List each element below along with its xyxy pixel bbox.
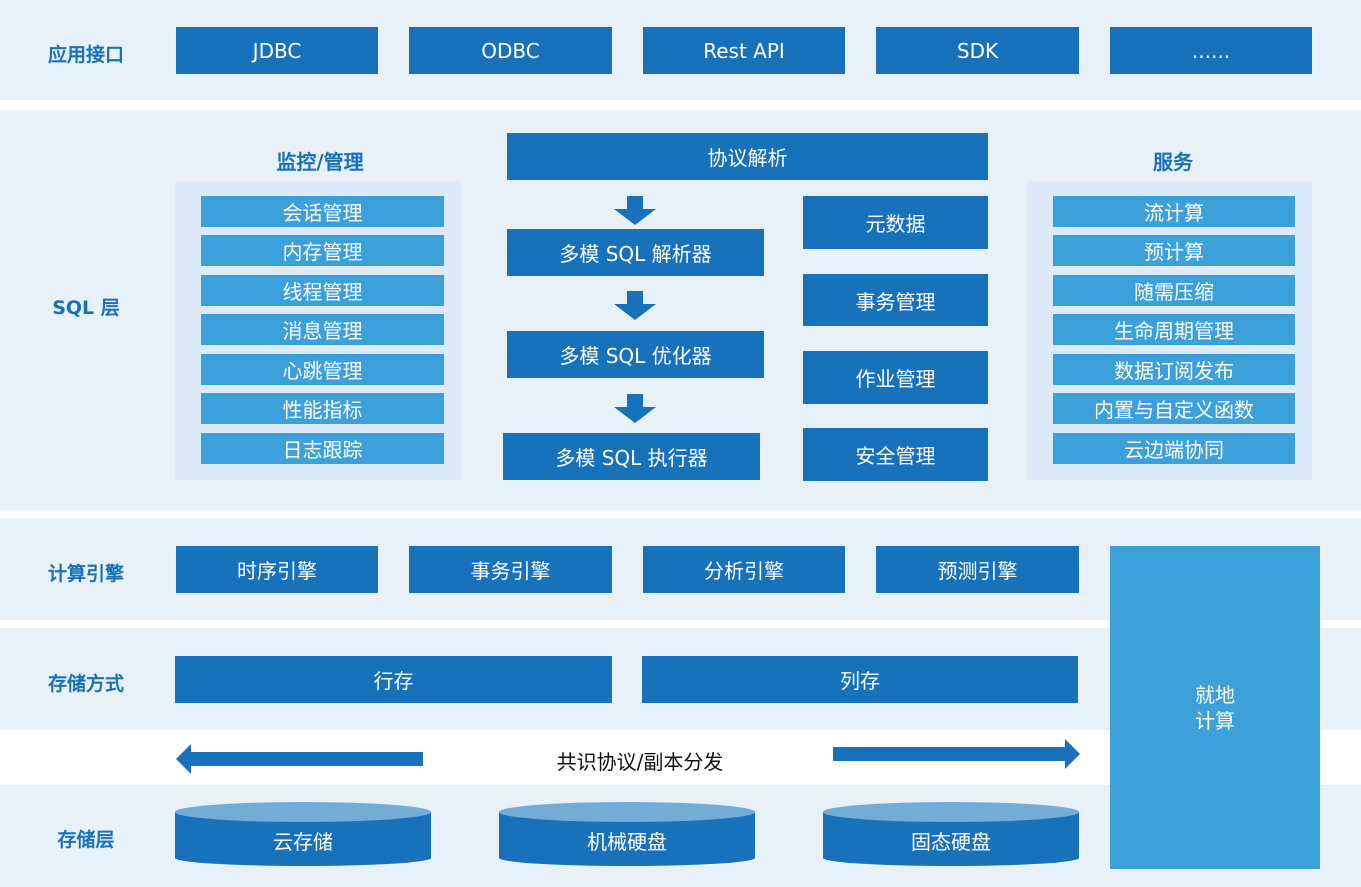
right-arrow-icon [833, 739, 1080, 769]
monitor-item: 日志跟踪 [201, 433, 444, 464]
layer-label-storage: 存储层 [57, 829, 115, 851]
monitor-item: 心跳管理 [201, 354, 444, 385]
local-compute-line: 计算 [1195, 708, 1235, 733]
engine-prediction: 预测引擎 [876, 546, 1079, 593]
security-mgmt: 安全管理 [803, 428, 988, 481]
monitor-item: 线程管理 [201, 275, 444, 306]
layer-label-storage-mode: 存储方式 [47, 673, 124, 695]
engine-transaction: 事务引擎 [409, 546, 612, 593]
local-compute-line: 就地 [1195, 682, 1235, 707]
cloud-storage: 云存储 [175, 802, 431, 866]
metadata: 元数据 [803, 196, 988, 249]
ssd-storage: 固态硬盘 [823, 802, 1079, 866]
hdd-storage-label: 机械硬盘 [587, 830, 667, 854]
api-odbc: ODBC [409, 27, 612, 74]
engine-timeseries: 时序引擎 [176, 546, 378, 593]
sql-optimizer: 多模 SQL 优化器 [507, 331, 764, 378]
layer-label-sql: SQL 层 [52, 297, 120, 319]
service-item: 云边端协同 [1053, 433, 1295, 464]
engine-analysis: 分析引擎 [643, 546, 845, 593]
service-item: 预计算 [1053, 235, 1295, 266]
row-store: 行存 [175, 656, 612, 703]
transaction-mgmt: 事务管理 [803, 274, 988, 326]
sql-executor: 多模 SQL 执行器 [503, 433, 760, 480]
hdd-storage: 机械硬盘 [499, 802, 755, 866]
column-store: 列存 [642, 656, 1078, 703]
api-sdk: SDK [876, 27, 1079, 74]
service-item: 数据订阅发布 [1053, 354, 1295, 385]
service-item: 内置与自定义函数 [1053, 393, 1295, 424]
service-item: 生命周期管理 [1053, 314, 1295, 345]
api-more: ...... [1110, 27, 1312, 74]
left-arrow-icon [176, 744, 423, 774]
sql-parser: 多模 SQL 解析器 [507, 229, 764, 276]
api-rest: Rest API [643, 27, 845, 74]
service-item: 随需压缩 [1053, 275, 1295, 306]
cloud-storage-label: 云存储 [273, 830, 333, 854]
monitor-item: 会话管理 [201, 196, 444, 227]
protocol-parsing: 协议解析 [507, 133, 988, 180]
layer-label-api: 应用接口 [47, 44, 124, 66]
api-jdbc: JDBC [176, 27, 378, 74]
down-arrow-icon [614, 394, 656, 423]
monitor-item: 性能指标 [201, 393, 444, 424]
consensus-label: 共识协议/副本分发 [556, 750, 724, 774]
ssd-storage-label: 固态硬盘 [911, 830, 991, 854]
down-arrow-icon [614, 291, 656, 320]
down-arrow-icon [614, 196, 656, 225]
monitor-item: 消息管理 [201, 314, 444, 345]
local-compute: 就地 计算 [1110, 546, 1320, 869]
service-item: 流计算 [1053, 196, 1295, 227]
service-title: 服务 [1153, 150, 1193, 174]
job-mgmt: 作业管理 [803, 351, 988, 404]
layer-label-compute: 计算引擎 [47, 563, 124, 585]
monitor-item: 内存管理 [201, 235, 444, 266]
monitor-title: 监控/管理 [276, 150, 364, 174]
